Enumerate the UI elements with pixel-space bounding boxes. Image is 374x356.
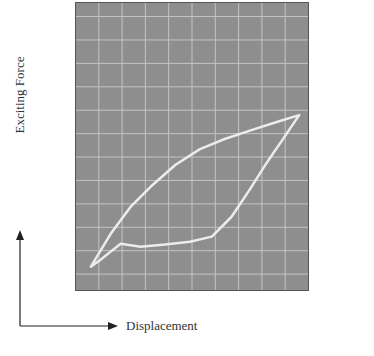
svg-text:Exciting Force: Exciting Force [12,56,27,133]
svg-text:Displacement: Displacement [126,318,198,333]
